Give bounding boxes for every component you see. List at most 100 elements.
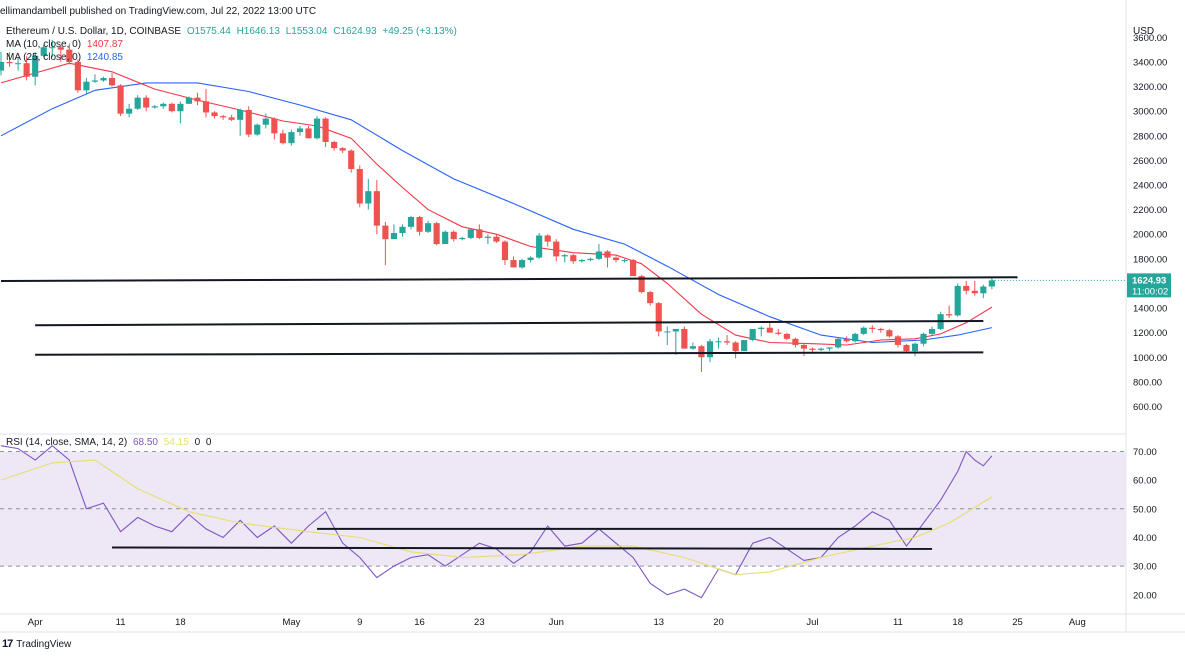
candle-body[interactable] — [980, 286, 987, 294]
candle-body[interactable] — [40, 47, 47, 56]
candle-body[interactable] — [245, 109, 252, 135]
candle-body[interactable] — [237, 109, 244, 120]
candle-body[interactable] — [920, 333, 927, 344]
candle-body[interactable] — [100, 77, 107, 81]
candle-body[interactable] — [835, 338, 842, 348]
candle-body[interactable] — [510, 260, 517, 268]
candle-body[interactable] — [655, 303, 662, 332]
candle-body[interactable] — [527, 257, 534, 261]
candle-body[interactable] — [459, 237, 466, 240]
candle-body[interactable] — [561, 255, 568, 257]
candle-body[interactable] — [425, 223, 432, 232]
candle-body[interactable] — [792, 338, 799, 345]
candle-body[interactable] — [382, 225, 389, 240]
candle-body[interactable] — [766, 327, 773, 333]
candle-body[interactable] — [117, 85, 124, 114]
candle-body[interactable] — [783, 333, 790, 339]
candle-body[interactable] — [672, 328, 679, 332]
candle-body[interactable] — [929, 328, 936, 334]
rsi-legend[interactable]: RSI (14, close, SMA, 14, 2) 68.50 54.15 … — [6, 437, 214, 449]
candle-body[interactable] — [331, 141, 338, 149]
candle-body[interactable] — [262, 118, 269, 125]
ma25-line[interactable] — [0, 82, 993, 344]
candle-body[interactable] — [126, 108, 133, 114]
candle-body[interactable] — [638, 276, 645, 293]
candle-body[interactable] — [946, 314, 953, 316]
candle-body[interactable] — [647, 292, 654, 304]
candle-body[interactable] — [407, 217, 415, 227]
candle-body[interactable] — [373, 191, 380, 226]
candle-body[interactable] — [416, 217, 423, 232]
candle-body[interactable] — [83, 81, 90, 91]
candle-body[interactable] — [894, 336, 901, 345]
candle-body[interactable] — [228, 117, 235, 120]
ma25-legend[interactable]: MA (25, close, 0) 1240.85 — [6, 52, 126, 64]
candle-body[interactable] — [271, 118, 278, 134]
candle-body[interactable] — [570, 255, 577, 262]
candle-body[interactable] — [160, 103, 167, 107]
candle-body[interactable] — [954, 285, 961, 316]
candle-body[interactable] — [689, 346, 696, 349]
candle-body[interactable] — [723, 341, 731, 343]
candle-body[interactable] — [621, 260, 628, 262]
candle-body[interactable] — [467, 229, 474, 238]
candle-body[interactable] — [612, 257, 620, 261]
candle-body[interactable] — [15, 63, 22, 65]
candle-body[interactable] — [869, 327, 876, 329]
candle-body[interactable] — [49, 47, 56, 49]
candle-body[interactable] — [501, 241, 509, 261]
candle-body[interactable] — [843, 338, 850, 342]
candle-body[interactable] — [322, 118, 329, 142]
candle-body[interactable] — [809, 348, 816, 350]
candle-body[interactable] — [168, 103, 175, 112]
candle-body[interactable] — [706, 341, 714, 358]
candle-body[interactable] — [604, 251, 611, 258]
candle-body[interactable] — [66, 49, 73, 62]
candle-body[interactable] — [194, 97, 201, 102]
candle-body[interactable] — [74, 61, 81, 91]
rsi-sma-line[interactable] — [0, 459, 993, 576]
candle-body[interactable] — [6, 61, 13, 64]
candle-body[interactable] — [0, 61, 5, 71]
candle-body[interactable] — [202, 101, 210, 113]
resistance-line[interactable] — [0, 276, 1018, 282]
candle-body[interactable] — [630, 260, 637, 277]
candle-body[interactable] — [826, 347, 833, 349]
candle-body[interactable] — [698, 346, 705, 358]
candle-body[interactable] — [988, 280, 995, 287]
candle-body[interactable] — [484, 236, 491, 238]
candle-body[interactable] — [536, 235, 543, 258]
candle-body[interactable] — [365, 191, 372, 204]
candle-body[interactable] — [553, 241, 560, 257]
candle-body[interactable] — [108, 77, 116, 86]
candle-body[interactable] — [518, 260, 526, 268]
candle-body[interactable] — [339, 148, 346, 151]
candle-body[interactable] — [143, 97, 150, 108]
candle-body[interactable] — [852, 333, 859, 342]
candle-body[interactable] — [32, 55, 39, 77]
candle-body[interactable] — [732, 342, 739, 352]
candle-body[interactable] — [348, 150, 355, 170]
tradingview-branding[interactable]: 17 TradingView — [2, 638, 71, 650]
candle-body[interactable] — [185, 97, 192, 104]
candle-body[interactable] — [390, 232, 398, 240]
candle-body[interactable] — [749, 328, 756, 341]
candle-body[interactable] — [971, 290, 978, 294]
candle-body[interactable] — [664, 331, 671, 333]
candle-body[interactable] — [741, 340, 748, 352]
candle-body[interactable] — [450, 231, 457, 240]
symbol-legend[interactable]: Ethereum / U.S. Dollar, 1D, COINBASE O15… — [6, 26, 460, 38]
candle-body[interactable] — [800, 344, 808, 349]
candle-body[interactable] — [151, 106, 158, 108]
candle-body[interactable] — [442, 231, 449, 245]
rsi-trendline[interactable] — [112, 546, 933, 550]
candle-body[interactable] — [399, 226, 406, 233]
candle-body[interactable] — [817, 348, 825, 350]
candle-body[interactable] — [877, 328, 884, 331]
candle-body[interactable] — [279, 133, 286, 144]
candle-body[interactable] — [476, 229, 483, 238]
middle-support-line[interactable] — [35, 319, 984, 327]
candle-body[interactable] — [886, 330, 893, 337]
candle-body[interactable] — [433, 223, 440, 245]
